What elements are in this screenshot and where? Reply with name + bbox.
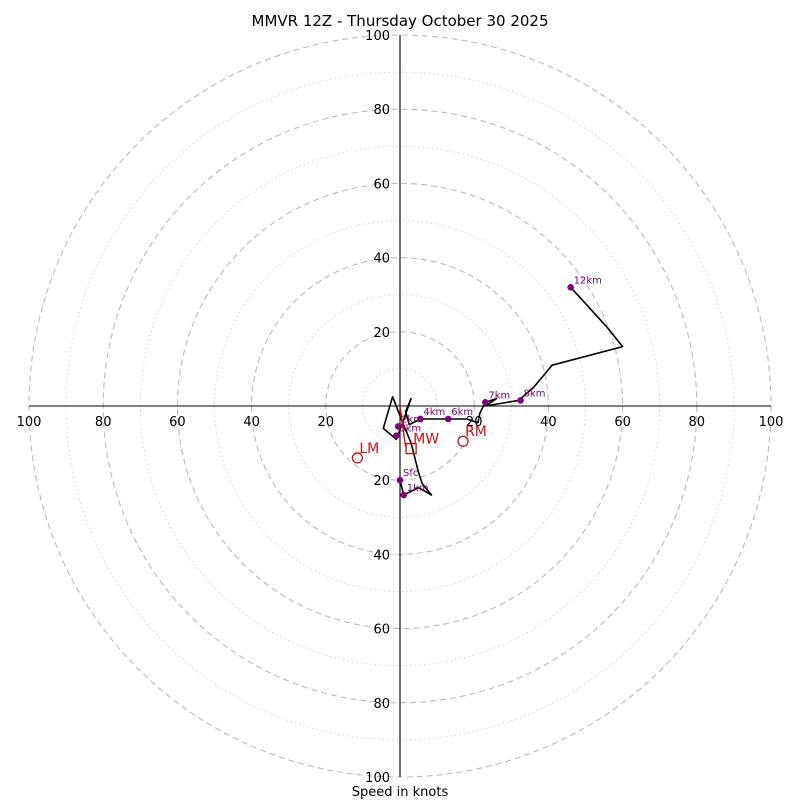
x-tick-label: 80: [95, 415, 112, 430]
right-mover-marker: [457, 435, 469, 447]
shear-vector: [399, 405, 407, 447]
height-point: [482, 398, 489, 406]
height-label: 8km: [524, 388, 546, 399]
y-tick-label: 100: [365, 771, 390, 786]
y-tick-label: 40: [373, 548, 390, 563]
height-point: [567, 283, 574, 291]
y-tick-label: 80: [373, 697, 390, 712]
height-point: [396, 476, 404, 484]
motion-label: LM: [359, 441, 379, 457]
tick-labels: 100 80 60 40 20 20 40 60 80 100100806040202040608…: [17, 29, 784, 786]
x-tick-label: 60: [614, 415, 631, 430]
height-point: [517, 397, 524, 404]
height-point: [400, 491, 408, 499]
storm-motion-markers: RM LM MW: [351, 405, 487, 464]
height-label: 12km: [574, 275, 602, 286]
mean-wind-marker: [405, 443, 417, 455]
height-label: Sfc: [403, 468, 418, 479]
height-label: 7km: [488, 390, 510, 401]
hodograph-line: [382, 286, 624, 496]
x-tick-label: 20: [318, 415, 335, 430]
height-label: 2km: [401, 414, 423, 425]
x-tick-label: 40: [243, 415, 260, 430]
x-tick-label: 40: [540, 415, 557, 430]
height-label: 4km: [423, 407, 445, 418]
y-tick-label: 100: [365, 29, 390, 44]
x-axis-label: Speed in knots: [352, 785, 449, 800]
x-tick-label: 80: [689, 415, 706, 430]
height-point: [392, 432, 400, 439]
x-tick-label: 100: [17, 415, 42, 430]
height-label: 6km: [451, 407, 473, 418]
height-label: 3km: [399, 424, 421, 435]
y-tick-label: 20: [373, 326, 390, 341]
y-tick-label: 60: [373, 623, 390, 638]
height-label: 1km: [407, 483, 429, 494]
motion-label: MW: [413, 432, 439, 448]
height-point: [417, 415, 424, 423]
height-point: [444, 415, 452, 423]
left-mover-marker: [351, 452, 363, 464]
chart-title: MMVR 12Z - Thursday October 30 2025: [252, 12, 549, 30]
x-tick-label: 100: [759, 415, 784, 430]
y-tick-label: 60: [373, 177, 390, 192]
x-tick-label: 60: [169, 415, 186, 430]
y-tick-label: 40: [373, 252, 390, 267]
y-tick-label: 20: [373, 474, 390, 489]
motion-label: RM: [465, 424, 487, 440]
height-point: [394, 423, 402, 430]
y-tick-label: 80: [373, 103, 390, 118]
